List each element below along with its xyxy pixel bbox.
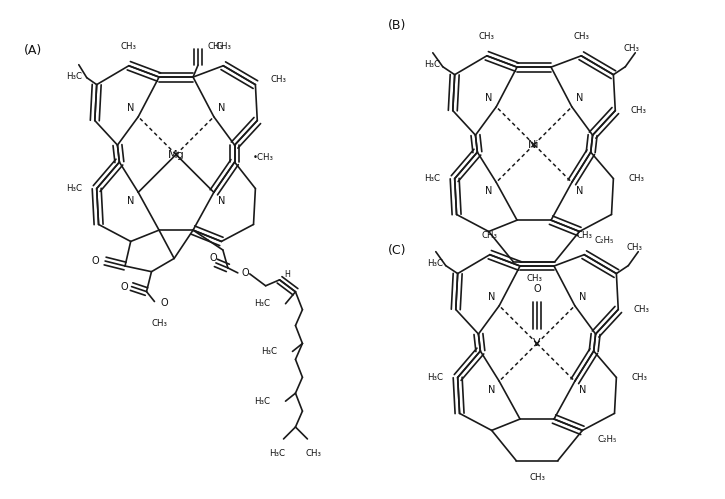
Text: C₂H₅: C₂H₅ [597, 435, 617, 445]
Text: H₃C: H₃C [254, 299, 270, 308]
Text: N: N [579, 385, 587, 395]
Text: H₃C: H₃C [270, 449, 286, 458]
Text: H: H [285, 270, 291, 279]
Text: (B): (B) [388, 19, 406, 32]
Text: CH₃: CH₃ [624, 44, 639, 53]
Text: N: N [485, 186, 492, 196]
Text: CH₃: CH₃ [576, 231, 592, 240]
Text: CH₃: CH₃ [529, 473, 545, 482]
Text: (C): (C) [388, 245, 406, 257]
Text: CH₃: CH₃ [482, 231, 498, 240]
Text: CH₃: CH₃ [121, 42, 137, 51]
Text: N: N [218, 196, 225, 206]
Text: O: O [533, 284, 541, 294]
Text: O: O [91, 256, 99, 266]
Text: Ni: Ni [529, 140, 540, 150]
Text: N: N [485, 93, 492, 103]
Text: •CH₃: •CH₃ [252, 153, 273, 162]
Text: N: N [127, 103, 134, 113]
Text: H₃C: H₃C [262, 347, 278, 356]
Text: H₃C: H₃C [66, 72, 82, 81]
Text: V: V [533, 338, 541, 348]
Text: C₂H₅: C₂H₅ [594, 237, 613, 246]
Text: CH₃: CH₃ [630, 106, 646, 115]
Text: CH₃: CH₃ [215, 42, 231, 51]
Text: CH₃: CH₃ [633, 305, 649, 314]
Text: H₃C: H₃C [427, 373, 443, 382]
Text: N: N [488, 385, 495, 395]
Text: H₃C: H₃C [424, 60, 440, 69]
Text: CH₃: CH₃ [626, 243, 642, 251]
Text: N: N [488, 292, 495, 302]
Text: H₃C: H₃C [66, 184, 82, 193]
Text: O: O [209, 253, 217, 263]
Text: N: N [576, 186, 583, 196]
Text: CH₃: CH₃ [573, 32, 589, 41]
Text: CH₃: CH₃ [629, 174, 645, 183]
Text: N: N [127, 196, 134, 206]
Text: CH₃: CH₃ [270, 75, 286, 84]
Text: H₃C: H₃C [427, 259, 443, 268]
Text: Mg: Mg [167, 150, 184, 160]
Text: N: N [576, 93, 583, 103]
Text: CH₃: CH₃ [631, 373, 647, 382]
Text: O: O [121, 281, 128, 291]
Text: CH₃: CH₃ [208, 42, 224, 51]
Text: (A): (A) [24, 43, 42, 56]
Text: CH₃: CH₃ [478, 32, 494, 41]
Text: H₃C: H₃C [424, 174, 440, 183]
Text: CH₃: CH₃ [305, 449, 321, 458]
Text: H₃C: H₃C [254, 397, 270, 406]
Text: N: N [218, 103, 225, 113]
Text: CH₃: CH₃ [152, 319, 167, 328]
Text: CH₃: CH₃ [526, 273, 542, 282]
Text: O: O [242, 268, 249, 278]
Text: O: O [161, 298, 168, 308]
Text: N: N [579, 292, 587, 302]
